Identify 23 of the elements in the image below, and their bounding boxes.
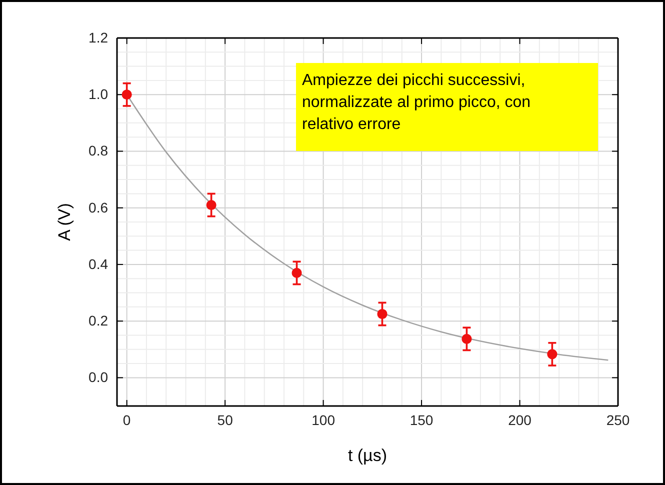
y-tick-label: 1.0 <box>88 86 108 102</box>
annotation: Ampiezze dei picchi successivi, normalizzate al primo picco, con relativo errore <box>302 72 531 133</box>
x-tick-label: 150 <box>410 412 434 428</box>
x-tick-label: 200 <box>508 412 532 428</box>
point <box>292 268 302 278</box>
point <box>462 334 472 344</box>
x-axis-title: t (µs) <box>348 446 388 465</box>
x-tick-label: 50 <box>217 412 234 428</box>
x-tick-label: 250 <box>606 412 630 428</box>
y-tick-label: 1.2 <box>88 29 108 46</box>
x-tick-label: 100 <box>312 412 336 428</box>
y-tick-label: 0.6 <box>88 199 108 216</box>
point <box>206 200 216 210</box>
y-tick-label: 0.2 <box>88 312 108 329</box>
y-axis-title: A (V) <box>55 203 74 241</box>
y-tick-label: 0.8 <box>88 142 108 159</box>
y-tick-label: 0.4 <box>88 256 108 272</box>
point <box>547 349 558 360</box>
x-tick-label: 0 <box>122 412 131 428</box>
note-box: Ampiezze dei picchi successivi, normalizzate al primo picco, con relativo errore <box>296 63 598 151</box>
point <box>122 90 132 100</box>
point <box>377 308 388 320</box>
y-tick-label: 0.0 <box>88 369 108 386</box>
